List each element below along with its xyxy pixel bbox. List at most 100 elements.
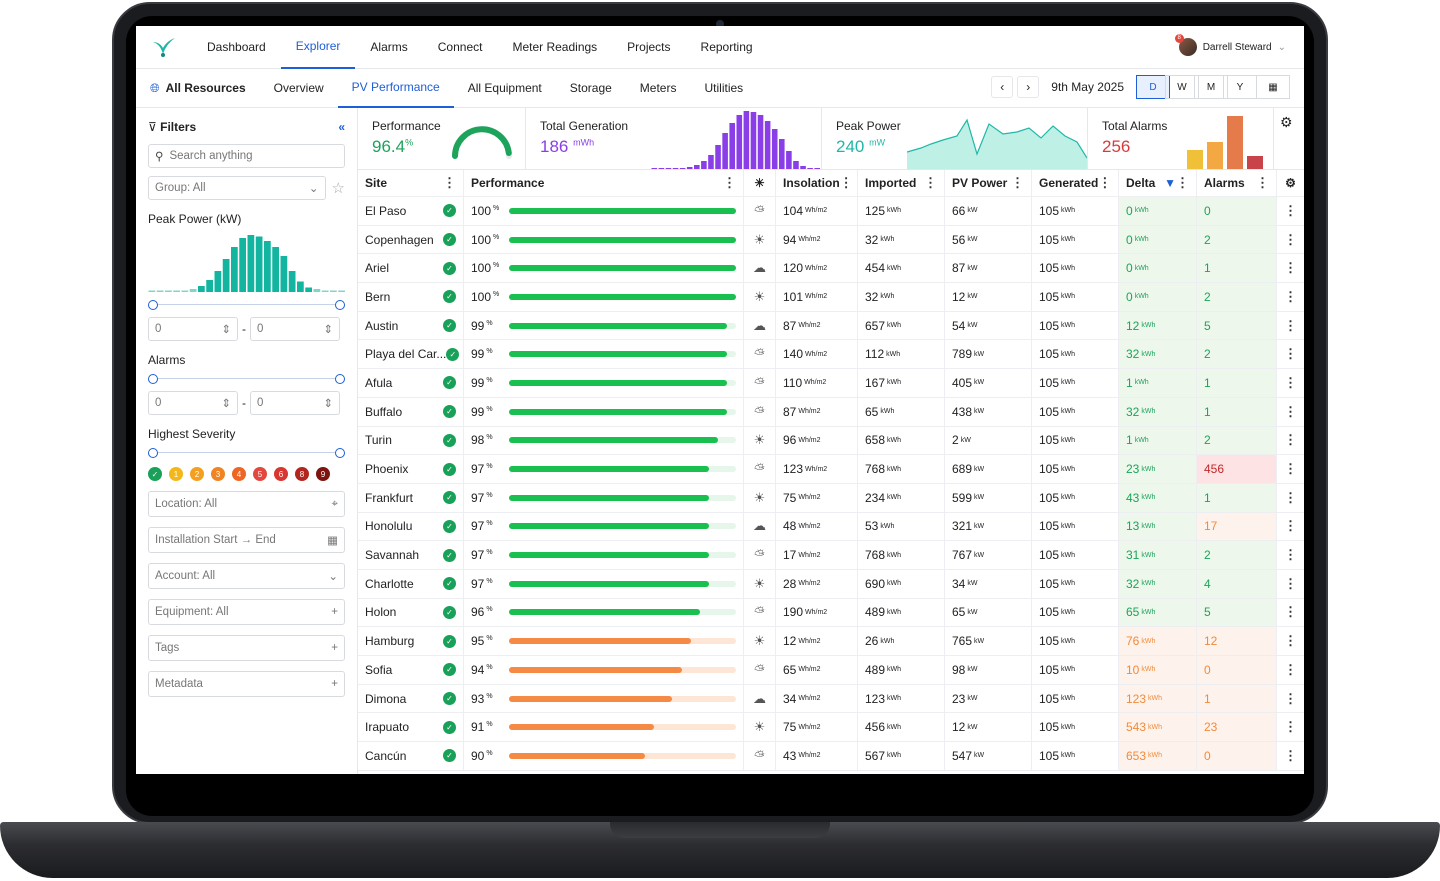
site-cell[interactable]: Savannah ✓ — [358, 541, 464, 569]
table-row[interactable]: Austin ✓ 99% ☁︎ 87 Wh/m2 657 kWh 54 kW 105 kWh 12 kWh… — [358, 311, 1304, 341]
nav-connect[interactable]: Connect — [437, 40, 483, 54]
col-pv-power[interactable]: PV Power ⋮ — [945, 170, 1032, 196]
row-menu[interactable]: ⋮ — [1277, 340, 1304, 368]
alarms-cell[interactable]: 0 — [1197, 656, 1277, 684]
table-row[interactable]: Buffalo ✓ 99% ⛅︎ 87 Wh/m2 65 kWh 438 kW 105 kWh 32 kW… — [358, 397, 1304, 427]
tab-utilities[interactable]: Utilities — [704, 81, 744, 95]
severity-5[interactable]: 5 — [253, 467, 267, 481]
row-menu[interactable]: ⋮ — [1277, 484, 1304, 512]
alarms-cell[interactable]: 12 — [1197, 627, 1277, 655]
calendar-icon[interactable]: ▦ — [1256, 75, 1290, 99]
tab-overview[interactable]: Overview — [273, 81, 324, 95]
nav-explorer[interactable]: Explorer — [280, 26, 356, 69]
metadata-field[interactable]: Metadata + — [148, 671, 345, 697]
site-cell[interactable]: Austin ✓ — [358, 311, 464, 340]
severity-9[interactable]: 9 — [316, 467, 330, 481]
collapse-icon[interactable]: « — [338, 120, 345, 134]
account-select[interactable]: Account: All ⌄ — [148, 563, 345, 589]
tab-pv-performance[interactable]: PV Performance — [337, 69, 454, 108]
alarms-cell[interactable]: 0 — [1197, 197, 1277, 225]
col-alarms[interactable]: Alarms ⋮ — [1197, 170, 1277, 196]
table-row[interactable]: Savannah ✓ 97% ⛅︎ 17 Wh/m2 768 kWh 767 kW 105 kWh 31… — [358, 541, 1304, 570]
alarms-cell[interactable]: 17 — [1197, 512, 1277, 541]
alarms-cell[interactable]: 2 — [1197, 225, 1277, 254]
site-cell[interactable]: Phoenix ✓ — [358, 455, 464, 483]
star-icon[interactable]: ☆ — [331, 180, 345, 197]
alarms-cell[interactable]: 1 — [1197, 684, 1277, 713]
peak-power-slider[interactable] — [148, 299, 345, 311]
site-cell[interactable]: Irapuato ✓ — [358, 713, 464, 742]
alarms-cell[interactable]: 1 — [1197, 483, 1277, 512]
nav-meter-readings[interactable]: Meter Readings — [512, 40, 598, 54]
severity-3[interactable]: 3 — [211, 467, 225, 481]
site-cell[interactable]: Afula ✓ — [358, 369, 464, 397]
peak-max-input[interactable]: 0 ⇕ — [250, 317, 340, 341]
nav-reporting[interactable]: Reporting — [700, 40, 753, 54]
table-row[interactable]: Holon ✓ 96% ⛅︎ 190 Wh/m2 489 kWh 65 kW 105 kWh 65 kWh… — [358, 598, 1304, 628]
table-row[interactable]: Afula ✓ 99% ⛅︎ 110 Wh/m2 167 kWh 405 kW 105 kWh 1 kWh… — [358, 369, 1304, 398]
next-date-button[interactable]: › — [1017, 76, 1040, 98]
tab-meters[interactable]: Meters — [639, 81, 677, 95]
row-menu[interactable]: ⋮ — [1277, 369, 1304, 397]
alarms-cell[interactable]: 1 — [1197, 397, 1277, 426]
table-row[interactable]: Ariel ✓ 100% ☁︎ 120 Wh/m2 454 kWh 87 kW 105 kWh 0 kWh… — [358, 254, 1304, 284]
row-menu[interactable]: ⋮ — [1277, 713, 1304, 741]
row-menu[interactable]: ⋮ — [1277, 283, 1304, 311]
row-menu[interactable]: ⋮ — [1277, 513, 1304, 541]
kpi-settings[interactable]: ⚙ — [1274, 108, 1304, 169]
row-menu[interactable]: ⋮ — [1277, 627, 1304, 655]
site-cell[interactable]: Ariel ✓ — [358, 254, 464, 283]
table-row[interactable]: Playa del Car... ✓ 99% ⛅︎ 140 Wh/m2 112 kWh 789 k… — [358, 340, 1304, 370]
row-menu[interactable]: ⋮ — [1277, 455, 1304, 483]
table-row[interactable]: Bern ✓ 100% ☀︎ 101 Wh/m2 32 kWh 12 kW 105 kWh 0 kWh 2 ⋮ — [358, 283, 1304, 312]
table-row[interactable]: Dimona ✓ 93% ☁︎ 34 Wh/m2 123 kWh 23 kW 105 kWh 123 kW… — [358, 684, 1304, 714]
peak-power-kpi[interactable]: Peak Power 240 mW — [822, 108, 1088, 169]
period-m[interactable]: M — [1194, 75, 1228, 99]
site-cell[interactable]: Sofia ✓ — [358, 656, 464, 684]
table-row[interactable]: Irapuato ✓ 91% ☀︎ 75 Wh/m2 456 kWh 12 kW 105 kWh 543… — [358, 713, 1304, 743]
row-menu[interactable]: ⋮ — [1277, 226, 1304, 254]
table-row[interactable]: Frankfurt ✓ 97% ☀︎ 75 Wh/m2 234 kWh 599 kW 105 kWh 4… — [358, 483, 1304, 513]
alarms-cell[interactable]: 4 — [1197, 569, 1277, 598]
generation-kpi[interactable]: Total Generation 186 mWh — [526, 108, 822, 169]
search-input[interactable]: ⚲ Search anything — [148, 144, 345, 168]
site-cell[interactable]: Dimona ✓ — [358, 684, 464, 713]
peak-min-input[interactable]: 0 ⇕ — [148, 317, 238, 341]
alarms-cell[interactable]: 5 — [1197, 598, 1277, 627]
tab-all-equipment[interactable]: All Equipment — [467, 81, 542, 95]
table-settings[interactable]: ⚙ — [1277, 170, 1304, 196]
row-menu[interactable]: ⋮ — [1277, 541, 1304, 569]
alarms-kpi[interactable]: Total Alarms 256 — [1088, 108, 1274, 169]
col-generated[interactable]: Generated ⋮ — [1032, 170, 1119, 196]
site-cell[interactable]: El Paso ✓ — [358, 197, 464, 225]
col-performance[interactable]: Performance ⋮ — [464, 170, 744, 196]
col-weather[interactable]: ☀︎ — [744, 170, 776, 196]
row-menu[interactable]: ⋮ — [1277, 197, 1304, 225]
tab-storage[interactable]: Storage — [569, 81, 612, 95]
row-menu[interactable]: ⋮ — [1277, 742, 1304, 770]
table-row[interactable]: Charlotte ✓ 97% ☀︎ 28 Wh/m2 690 kWh 34 kW 105 kWh 32… — [358, 569, 1304, 599]
nav-projects[interactable]: Projects — [627, 40, 671, 54]
row-menu[interactable]: ⋮ — [1277, 254, 1304, 282]
table-row[interactable]: Turin ✓ 98% ☀︎ 96 Wh/m2 658 kWh 2 kW 105 kWh 1 kWh 2 ⋮ — [358, 426, 1304, 456]
site-cell[interactable]: Hamburg ✓ — [358, 627, 464, 655]
row-menu[interactable]: ⋮ — [1277, 599, 1304, 627]
site-cell[interactable]: Copenhagen ✓ — [358, 225, 464, 254]
severity-slider[interactable] — [148, 447, 345, 459]
alarms-cell[interactable]: 2 — [1197, 283, 1277, 311]
group-select[interactable]: Group: All ⌄ — [148, 176, 326, 200]
user-menu[interactable]: 8 Darrell Steward ⌄ — [1174, 34, 1286, 56]
alarms-cell[interactable]: 2 — [1197, 340, 1277, 369]
installation-date-field[interactable]: Installation Start → End ▦ — [148, 527, 345, 553]
period-y[interactable]: Y — [1223, 75, 1257, 99]
all-resources-tab[interactable]: 🌐︎ All Resources — [150, 80, 246, 96]
alarms-cell[interactable]: 1 — [1197, 369, 1277, 397]
row-menu[interactable]: ⋮ — [1277, 656, 1304, 684]
tags-field[interactable]: Tags + — [148, 635, 345, 661]
row-menu[interactable]: ⋮ — [1277, 398, 1304, 426]
alarms-cell[interactable]: 1 — [1197, 254, 1277, 283]
severity-2[interactable]: 2 — [190, 467, 204, 481]
site-cell[interactable]: Buffalo ✓ — [358, 397, 464, 426]
site-cell[interactable]: Charlotte ✓ — [358, 569, 464, 598]
table-row[interactable]: Cancún ✓ 90% ⛅︎ 43 Wh/m2 567 kWh 547 kW 105 kWh 653 k… — [358, 742, 1304, 771]
